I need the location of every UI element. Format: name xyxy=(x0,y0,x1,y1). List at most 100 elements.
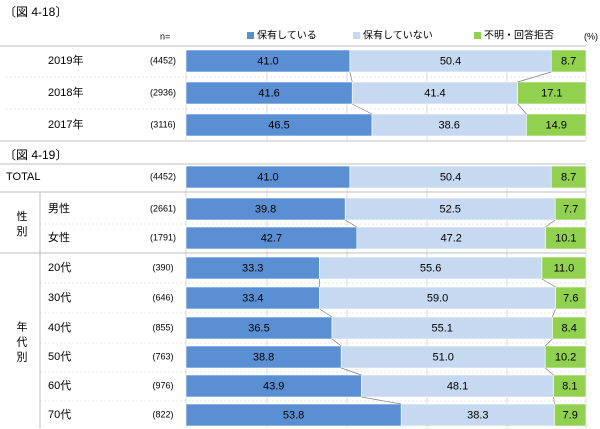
fig-4-19-row-n: (2661) xyxy=(150,203,176,213)
fig-4-19-bar-2-0-value-2: 11.0 xyxy=(554,262,575,274)
fig-4-19-bar-2-3-value-2: 10.2 xyxy=(555,351,576,363)
fig-4-19-connector-2-3-b xyxy=(544,338,553,347)
fig-4-19-bar-2-4-segment-2 xyxy=(553,374,587,398)
fig-4-18-connector-2-b xyxy=(517,103,527,115)
fig-4-19-row-n: (390) xyxy=(152,262,173,272)
fig-4-19-row-n: (4452) xyxy=(150,171,176,181)
fig-4-19-bar-2-0-value-1: 55.6 xyxy=(420,262,441,274)
fig-4-18-connector-1-a xyxy=(349,71,353,83)
fig-4-18-bar-0-value-2: 8.7 xyxy=(561,55,576,67)
fig-4-19-connector-1-1-b xyxy=(545,219,556,228)
fig-4-18-bar-2-value-0: 46.5 xyxy=(268,119,289,131)
fig-4-18-bar-0-segment-2 xyxy=(550,49,587,73)
fig-4-19-bar-0-0-value-2: 8.7 xyxy=(561,171,576,183)
fig-4-18-row-label: 2018年 xyxy=(48,85,83,99)
fig-4-18-row-n: (4452) xyxy=(150,55,176,65)
fig-4-19-bar-2-1-value-2: 7.6 xyxy=(563,292,578,304)
fig-4-19-bar-1-0-value-2: 7.7 xyxy=(563,203,578,215)
fig-4-19-bar-1-1-value-0: 42.7 xyxy=(261,232,282,244)
fig-4-19-connector-2-4-a xyxy=(341,367,362,376)
fig-4-18-bar-1-value-1: 41.4 xyxy=(424,87,445,99)
fig-4-19-row-n: (763) xyxy=(152,351,173,361)
percent-label: (%) xyxy=(584,31,598,41)
fig-4-19-row-label: TOTAL xyxy=(6,171,40,183)
fig-4-19-bar-2-2-value-2: 8.4 xyxy=(562,322,577,334)
fig-4-18-bar-1-segment-2 xyxy=(517,81,587,105)
fig-4-18-title: 〔図 4-18〕 xyxy=(4,5,67,19)
fig-4-19-connector-2-1-b xyxy=(541,278,556,288)
fig-4-19-bar-2-1-segment-2 xyxy=(555,286,587,310)
fig-4-19-row-label: 40代 xyxy=(48,321,71,334)
legend-label-0: 保有している xyxy=(257,29,317,42)
fig-4-19-bar-1-1-segment-2 xyxy=(545,226,587,250)
group-label-1: 性別 xyxy=(17,209,28,238)
legend-label-2: 不明・回答拒否 xyxy=(484,29,554,42)
fig-4-19-row-label: 男性 xyxy=(48,201,70,215)
fig-4-18-row-label: 2019年 xyxy=(48,53,83,67)
fig-4-19-bar-2-5-value-1: 38.3 xyxy=(467,409,488,421)
fig-4-19-bar-2-0-segment-2 xyxy=(541,256,587,280)
fig-4-19-connector-2-5-a xyxy=(361,396,402,405)
fig-4-19-row-n: (855) xyxy=(152,322,173,332)
fig-4-19-bar-2-0-value-0: 33.3 xyxy=(242,262,263,274)
fig-4-19-row-n: (822) xyxy=(152,409,173,419)
fig-4-19-bar-2-1-value-0: 33.4 xyxy=(242,292,263,304)
fig-4-18-bar-1-value-0: 41.6 xyxy=(258,87,279,99)
fig-4-19-row-n: (1791) xyxy=(150,232,176,242)
fig-4-19-bar-1-0-value-1: 52.5 xyxy=(439,203,460,215)
fig-4-19-bar-2-2-segment-2 xyxy=(552,316,587,340)
fig-4-19-bar-0-0-value-0: 41.0 xyxy=(257,171,278,183)
legend-label-1: 保有していない xyxy=(363,29,433,42)
fig-4-19-connector-2-5-b xyxy=(553,396,555,405)
fig-4-19-row-label: 50代 xyxy=(48,350,71,363)
fig-4-19-bar-1-1-value-1: 47.2 xyxy=(440,232,461,244)
fig-4-19-row-label: 30代 xyxy=(48,291,71,304)
fig-4-18-bar-2-value-1: 38.6 xyxy=(438,119,459,131)
fig-4-19-connector-2-3-a xyxy=(331,338,342,347)
fig-4-19-bar-2-4-value-1: 48.1 xyxy=(447,380,468,392)
fig-4-19-bar-2-3-value-1: 51.0 xyxy=(432,351,453,363)
fig-4-19-bar-2-3-segment-2 xyxy=(544,345,587,369)
fig-4-18-bar-1-value-2: 17.1 xyxy=(541,87,562,99)
fig-4-19-bar-2-5-value-0: 53.8 xyxy=(283,409,304,421)
fig-4-19-connector-2-2-a xyxy=(319,308,333,318)
group-label-2: 年代別 xyxy=(17,319,28,363)
fig-4-19-bar-0-0-segment-2 xyxy=(550,165,587,189)
fig-4-19-bar-1-0-segment-2 xyxy=(554,197,587,221)
n-header: n= xyxy=(160,31,170,41)
fig-4-19-row-n: (976) xyxy=(152,380,173,390)
fig-4-19-bar-2-2-value-0: 36.5 xyxy=(248,322,269,334)
fig-4-18-bar-2-segment-2 xyxy=(526,113,587,137)
fig-4-19-bar-1-0-value-0: 39.8 xyxy=(255,203,276,215)
fig-4-18-row-label: 2017年 xyxy=(48,117,83,131)
fig-4-18-bar-2-value-2: 14.9 xyxy=(545,119,566,131)
fig-4-19-bar-2-2-value-1: 55.1 xyxy=(431,322,452,334)
fig-4-19-row-n: (646) xyxy=(152,292,173,302)
fig-4-18-connector-2-a xyxy=(352,103,373,115)
fig-4-19-bar-2-3-value-0: 38.8 xyxy=(253,351,274,363)
fig-4-18-row-n: (2936) xyxy=(150,87,176,97)
fig-4-19-bar-2-4-value-2: 8.1 xyxy=(562,380,577,392)
fig-4-19-bar-2-5-value-2: 7.9 xyxy=(563,409,578,421)
fig-4-19-bar-2-4-value-0: 43.9 xyxy=(263,380,284,392)
fig-4-18-bar-0-value-0: 41.0 xyxy=(257,55,278,67)
fig-4-19-connector-1-1-a xyxy=(345,219,357,228)
fig-4-19-row-label: 70代 xyxy=(48,408,71,421)
fig-4-18-bar-0-value-1: 50.4 xyxy=(440,55,461,67)
fig-4-19-bar-2-5-segment-2 xyxy=(554,403,587,427)
fig-4-19-connector-2-4-b xyxy=(544,367,554,376)
legend-swatch-2 xyxy=(474,32,481,39)
fig-4-19-row-label: 20代 xyxy=(48,261,71,274)
fig-4-19-connector-2-2-b xyxy=(552,308,556,318)
fig-4-19-bar-1-1-value-2: 10.1 xyxy=(555,232,576,244)
fig-4-18-connector-1-b xyxy=(517,71,552,83)
fig-4-19-row-label: 60代 xyxy=(48,379,71,392)
fig-4-19-bar-0-0-value-1: 50.4 xyxy=(440,171,461,183)
fig-4-19-row-label: 女性 xyxy=(48,230,70,244)
fig-4-18-row-n: (3116) xyxy=(150,119,175,129)
fig-4-19-title: 〔図 4-19〕 xyxy=(4,148,67,162)
fig-4-19-bar-2-1-value-1: 59.0 xyxy=(427,292,448,304)
legend-swatch-0 xyxy=(247,32,254,39)
legend-swatch-1 xyxy=(353,32,360,39)
